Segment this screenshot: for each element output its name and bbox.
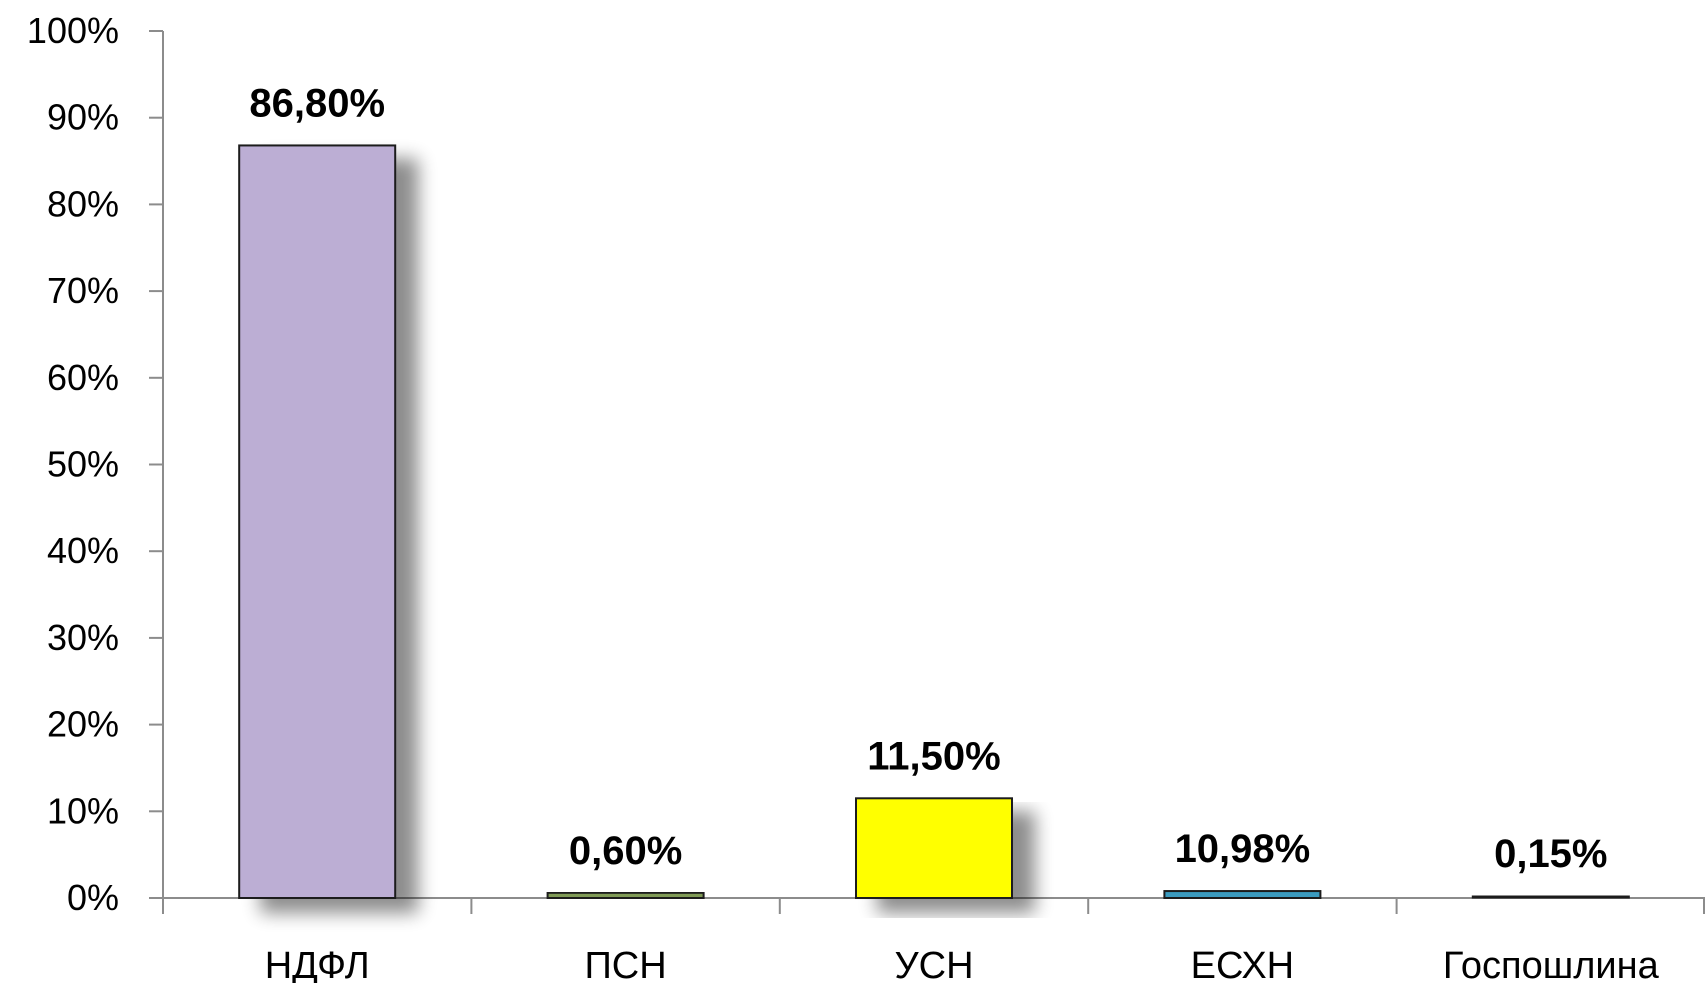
bar-1 [238, 144, 397, 900]
bar-4 [1163, 890, 1322, 900]
y-tick-label: 50% [47, 444, 119, 485]
y-tick-label: 60% [47, 357, 119, 398]
x-axis: НДФЛ ПСН УСН ЕСХН Госпошлина [162, 897, 1705, 987]
y-tick-label: 20% [47, 704, 119, 745]
data-labels: 86,80% 0,60% 11,50% 10,98% 0,15% [249, 81, 1607, 876]
bar-5 [1471, 895, 1630, 899]
data-label: 0,60% [569, 829, 682, 873]
y-tick-label: 70% [47, 270, 119, 311]
y-tick-label: 100% [27, 10, 119, 51]
x-tick-label: Госпошлина [1443, 945, 1660, 983]
data-label: 0,15% [1494, 832, 1607, 876]
y-tick-label: 0% [67, 877, 119, 918]
data-label: 11,50% [867, 734, 1000, 778]
y-tick-label: 30% [47, 617, 119, 658]
y-axis: 0% 10% 20% 30% 40% 50% 60% 70% 80% 90% 100% [27, 10, 164, 918]
data-label: 86,80% [249, 81, 385, 125]
bars [238, 144, 1630, 900]
data-label: 10,98% [1175, 827, 1311, 871]
x-tick-label: НДФЛ [265, 945, 370, 983]
x-tick-label: ПСН [584, 945, 666, 983]
x-tick-label: УСН [894, 945, 973, 983]
y-tick-label: 40% [47, 530, 119, 571]
bar-2 [546, 891, 705, 899]
x-tick-label: ЕСХН [1191, 945, 1294, 983]
y-tick-label: 90% [47, 97, 119, 138]
y-tick-label: 10% [47, 790, 119, 831]
y-tick-label: 80% [47, 183, 119, 224]
bar-3 [855, 797, 1013, 899]
